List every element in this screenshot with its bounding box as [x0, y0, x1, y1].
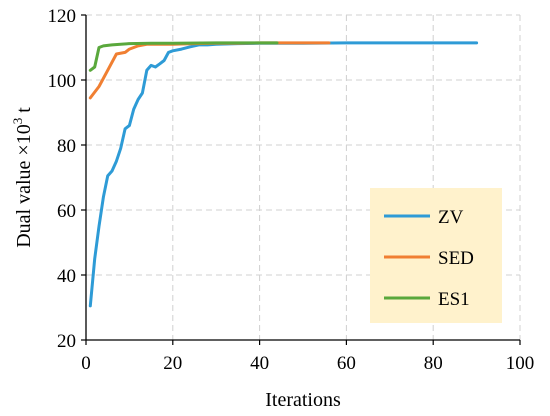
- x-tick-label: 100: [506, 353, 535, 374]
- legend: ZV SED ES1: [370, 188, 502, 323]
- x-axis-title: Iterations: [265, 389, 341, 411]
- y-axis-title-superscript: 3: [10, 118, 25, 125]
- legend-items: ZV SED ES1: [384, 207, 474, 310]
- series-lines: [88, 41, 479, 308]
- x-tick-label: 80: [424, 353, 443, 374]
- legend-label-sed: SED: [438, 248, 474, 269]
- y-tick-label: 100: [48, 71, 77, 92]
- y-tick-label: 120: [48, 6, 77, 27]
- legend-label-es1: ES1: [438, 289, 470, 310]
- y-tick-label: 60: [57, 201, 76, 222]
- x-tick-label: 40: [250, 353, 269, 374]
- y-axis-title-main: Dual value ×10: [13, 124, 35, 247]
- series-line-sed: [88, 41, 331, 100]
- y-tick-label: 20: [57, 331, 76, 352]
- x-tick-label: 60: [337, 353, 356, 374]
- y-tick-label: 80: [57, 136, 76, 157]
- y-axis-title-unit: t: [13, 107, 35, 118]
- y-axis-title: Dual value ×103 t: [10, 107, 35, 248]
- x-tick-label: 0: [81, 353, 91, 374]
- y-tick-label: 40: [57, 266, 76, 287]
- legend-label-zv: ZV: [438, 207, 464, 228]
- series-line-es1: [88, 41, 279, 72]
- x-tick-label: 20: [163, 353, 182, 374]
